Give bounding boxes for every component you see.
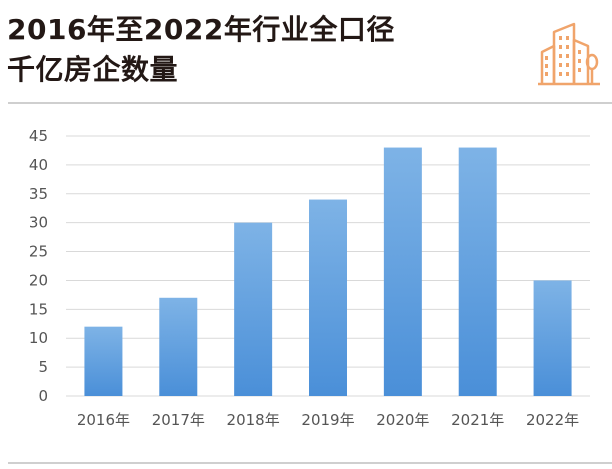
title-line-2: 千亿房企数量	[7, 53, 179, 86]
y-tick-label: 25	[29, 243, 48, 261]
y-axis-ticks: 0 5 10 15 20 25 30 35 40 45	[29, 127, 48, 405]
chart-title: 2016年至2022年行业全口径 千亿房企数量	[7, 10, 477, 90]
y-tick-label: 30	[29, 214, 48, 232]
bar-2020年	[383, 147, 422, 396]
x-tick-label: 2020年	[376, 411, 429, 429]
x-axis-ticks: 2016年 2017年 2018年 2019年 2020年 2021年 2022年	[77, 411, 579, 429]
x-tick-label: 2021年	[451, 411, 504, 429]
y-tick-label: 10	[29, 329, 48, 347]
x-tick-label: 2016年	[77, 411, 130, 429]
y-tick-label: 5	[38, 358, 48, 376]
bar-2019年	[309, 199, 347, 396]
x-tick-label: 2018年	[227, 411, 280, 429]
y-tick-label: 40	[29, 156, 48, 174]
title-line-1: 2016年至2022年行业全口径	[7, 13, 395, 46]
y-tick-label: 45	[29, 127, 48, 145]
y-tick-label: 0	[38, 387, 48, 405]
x-tick-label: 2017年	[152, 411, 205, 429]
bar-2017年	[159, 297, 198, 396]
bars	[84, 147, 572, 396]
bar-2022年	[533, 280, 572, 396]
y-tick-label: 20	[29, 271, 48, 289]
footer-divider	[8, 462, 612, 464]
city-buildings-icon	[538, 22, 600, 86]
header-divider	[8, 102, 612, 104]
bar-2018年	[234, 222, 273, 396]
y-tick-label: 15	[29, 300, 48, 318]
bar-2021年	[458, 147, 497, 396]
x-tick-label: 2022年	[526, 411, 579, 429]
x-tick-label: 2019年	[301, 411, 354, 429]
bar-2016年	[84, 326, 123, 396]
y-tick-label: 35	[29, 185, 48, 203]
